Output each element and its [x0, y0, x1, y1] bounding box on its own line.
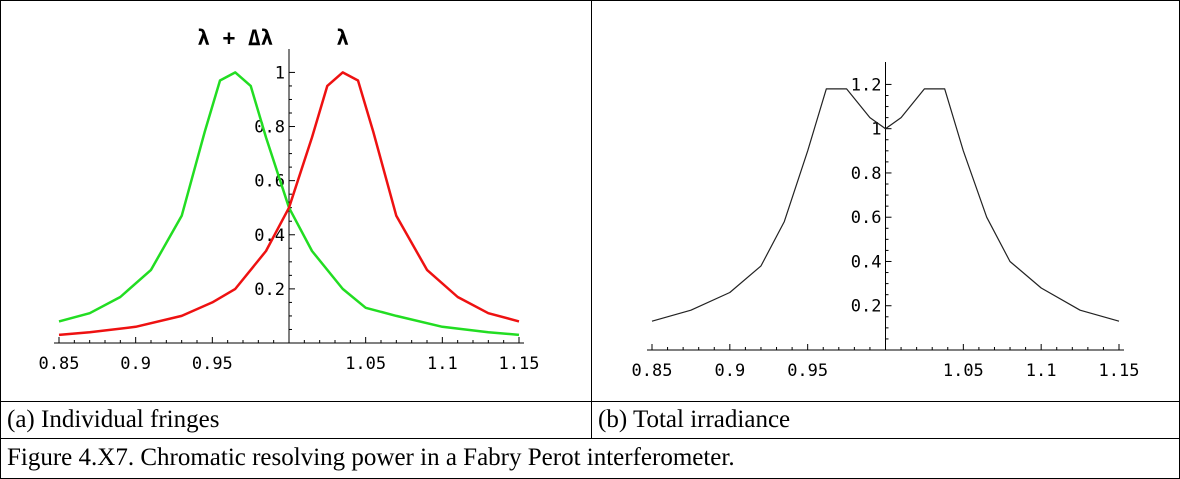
y-tick-label: 1 — [275, 63, 285, 83]
y-tick-label: 0.6 — [254, 172, 285, 192]
chart-cell-a: 0.85 0.9 0.95 1.05 1.1 1.15 0.2 0.4 0.6 0.8 1 λ + Δ… — [0, 0, 592, 402]
caption-cell-a: (a) Individual fringes — [0, 401, 592, 439]
x-tick-label: 1.1 — [1026, 361, 1057, 381]
y-tick-label: 1.2 — [851, 75, 882, 95]
chart-b: 0.85 0.9 0.95 1.05 1.1 1.15 0.2 0.4 0.6 0.8 1 1.2 — [632, 62, 1140, 381]
chart-a: 0.85 0.9 0.95 1.05 1.1 1.150.20.40.60.81λ + Δ… — [39, 26, 540, 374]
x-tick-label: 1.15 — [1099, 361, 1140, 381]
x-tick-label: 1.15 — [499, 354, 540, 374]
caption-a: (a) Individual fringes — [7, 406, 220, 433]
x-tick-label: 1.1 — [427, 354, 458, 374]
caption-cell-b: (b) Total irradiance — [591, 401, 1180, 439]
x-tick-label: 1.05 — [943, 361, 984, 381]
series-line-2 — [58, 71, 520, 337]
x-tick-label: 0.95 — [787, 361, 828, 381]
y-tick-label: 0.8 — [851, 164, 882, 184]
caption-b: (b) Total irradiance — [598, 406, 791, 433]
series-line-1 — [58, 71, 520, 337]
x-tick-label: 0.85 — [39, 354, 80, 374]
y-tick-label: 0.8 — [254, 118, 285, 138]
x-tick-label: 0.9 — [120, 354, 151, 374]
figure-caption: Figure 4.X7. Chromatic resolving power i… — [7, 444, 735, 471]
x-tick-label: 0.95 — [192, 354, 233, 374]
x-tick-label: 1.05 — [345, 354, 386, 374]
y-tick-label: 0.4 — [851, 252, 882, 272]
chart-cell-b: 0.85 0.9 0.95 1.05 1.1 1.15 0.2 0.4 0.6 0.8 1 1.2 — [591, 0, 1180, 402]
y-tick-label: 0.2 — [254, 280, 285, 300]
series-line-1 — [651, 88, 1120, 322]
y-tick-label: 1 — [871, 120, 881, 140]
annotation-label-1: λ + Δλ — [197, 26, 273, 50]
x-tick-label: 0.85 — [632, 361, 673, 381]
annotation-label-2: λ — [336, 26, 349, 50]
y-tick-label: 0.2 — [851, 297, 882, 317]
x-tick-label: 0.9 — [714, 361, 745, 381]
figure-caption-cell: Figure 4.X7. Chromatic resolving power i… — [0, 438, 1180, 479]
y-tick-label: 0.6 — [851, 208, 882, 228]
